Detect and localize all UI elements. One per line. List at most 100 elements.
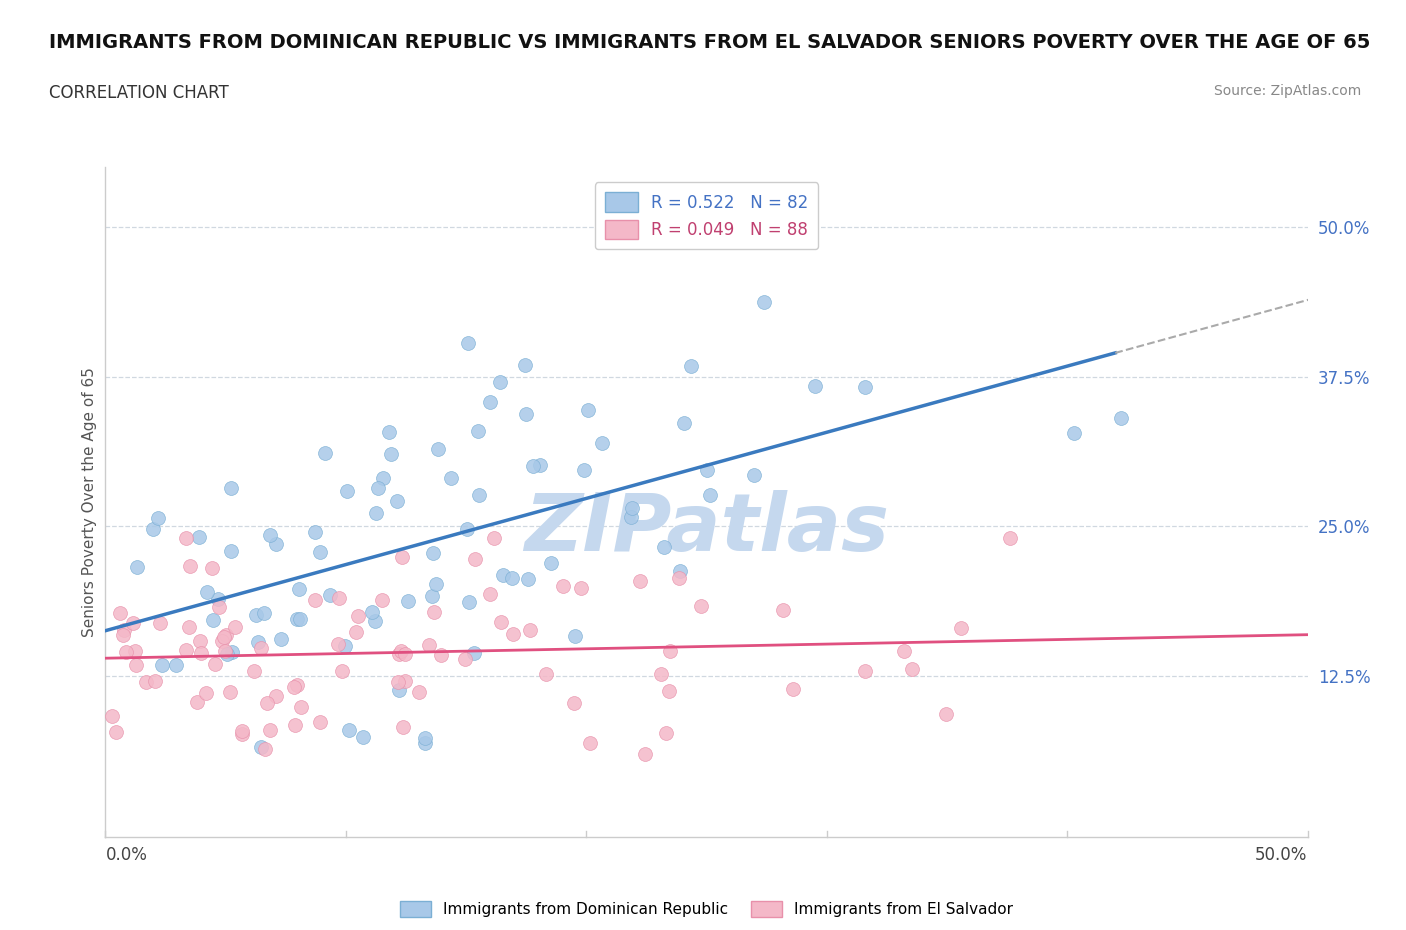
Point bbox=[219, 544, 242, 559]
Point bbox=[408, 684, 430, 699]
Point bbox=[124, 644, 146, 658]
Point bbox=[214, 630, 236, 644]
Point bbox=[893, 644, 915, 658]
Point bbox=[553, 578, 575, 593]
Point bbox=[231, 726, 253, 741]
Point bbox=[650, 667, 672, 682]
Point bbox=[394, 646, 416, 661]
Point bbox=[696, 462, 718, 477]
Point bbox=[394, 673, 416, 688]
Point bbox=[221, 481, 243, 496]
Point bbox=[672, 416, 695, 431]
Point bbox=[150, 658, 173, 672]
Point bbox=[367, 480, 389, 495]
Point bbox=[174, 643, 197, 658]
Point bbox=[591, 436, 613, 451]
Point bbox=[219, 684, 242, 699]
Point bbox=[654, 725, 676, 740]
Point bbox=[333, 639, 356, 654]
Legend: Immigrants from Dominican Republic, Immigrants from El Salvador: Immigrants from Dominican Republic, Immi… bbox=[394, 895, 1019, 923]
Point bbox=[782, 682, 804, 697]
Point bbox=[207, 591, 229, 606]
Point bbox=[439, 471, 461, 485]
Point bbox=[112, 628, 135, 643]
Point bbox=[463, 551, 485, 566]
Point bbox=[853, 664, 876, 679]
Point bbox=[259, 527, 281, 542]
Point bbox=[579, 736, 602, 751]
Point bbox=[314, 445, 336, 460]
Point bbox=[652, 539, 675, 554]
Point bbox=[221, 644, 243, 659]
Point bbox=[270, 631, 292, 646]
Point bbox=[328, 591, 350, 605]
Point bbox=[391, 720, 413, 735]
Point bbox=[195, 686, 218, 701]
Point bbox=[121, 615, 143, 630]
Point bbox=[201, 561, 224, 576]
Point bbox=[689, 599, 711, 614]
Point bbox=[501, 570, 523, 585]
Point bbox=[283, 680, 305, 695]
Point bbox=[165, 658, 187, 672]
Point bbox=[1063, 426, 1085, 441]
Point bbox=[148, 511, 170, 525]
Point bbox=[388, 646, 411, 661]
Point bbox=[208, 599, 231, 614]
Point bbox=[574, 463, 596, 478]
Point bbox=[669, 564, 692, 578]
Point bbox=[422, 545, 444, 560]
Point bbox=[454, 652, 477, 667]
Point bbox=[142, 521, 165, 536]
Point bbox=[284, 718, 307, 733]
Point bbox=[901, 662, 924, 677]
Point bbox=[127, 560, 149, 575]
Point bbox=[742, 467, 765, 482]
Text: 50.0%: 50.0% bbox=[1256, 846, 1308, 864]
Point bbox=[564, 629, 586, 644]
Point bbox=[253, 605, 276, 620]
Point bbox=[388, 683, 411, 698]
Point bbox=[285, 612, 308, 627]
Point bbox=[352, 730, 374, 745]
Point bbox=[385, 494, 408, 509]
Point bbox=[243, 663, 266, 678]
Text: IMMIGRANTS FROM DOMINICAN REPUBLIC VS IMMIGRANTS FROM EL SALVADOR SENIORS POVERT: IMMIGRANTS FROM DOMINICAN REPUBLIC VS IM… bbox=[49, 33, 1371, 51]
Point bbox=[190, 645, 212, 660]
Point bbox=[112, 623, 135, 638]
Point bbox=[108, 605, 131, 620]
Point bbox=[361, 604, 384, 619]
Point bbox=[380, 446, 402, 461]
Point bbox=[489, 615, 512, 630]
Point bbox=[364, 613, 387, 628]
Point bbox=[754, 295, 776, 310]
Point bbox=[389, 644, 412, 658]
Point bbox=[264, 537, 287, 551]
Point bbox=[529, 458, 551, 472]
Point bbox=[515, 407, 537, 422]
Point bbox=[326, 637, 349, 652]
Point bbox=[853, 379, 876, 394]
Point bbox=[304, 525, 326, 539]
Point bbox=[478, 586, 501, 601]
Point bbox=[534, 667, 557, 682]
Point bbox=[347, 608, 370, 623]
Point bbox=[304, 592, 326, 607]
Point bbox=[396, 594, 419, 609]
Point bbox=[935, 707, 957, 722]
Point bbox=[373, 471, 395, 485]
Point bbox=[463, 646, 485, 661]
Point bbox=[344, 625, 367, 640]
Point bbox=[378, 424, 401, 439]
Point bbox=[364, 505, 387, 520]
Point bbox=[115, 644, 138, 659]
Point bbox=[540, 556, 562, 571]
Point bbox=[318, 588, 340, 603]
Point bbox=[519, 623, 541, 638]
Point bbox=[201, 612, 224, 627]
Point bbox=[467, 424, 489, 439]
Point bbox=[569, 580, 592, 595]
Y-axis label: Seniors Poverty Over the Age of 65: Seniors Poverty Over the Age of 65 bbox=[82, 367, 97, 637]
Point bbox=[337, 723, 360, 737]
Point bbox=[125, 658, 148, 673]
